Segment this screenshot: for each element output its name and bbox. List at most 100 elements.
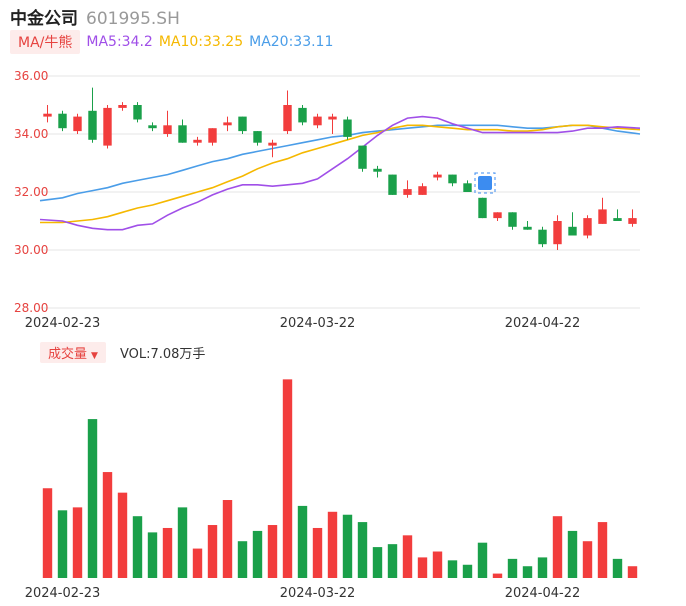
candle	[553, 215, 562, 250]
candle-body	[343, 119, 352, 137]
candle-body	[388, 174, 397, 195]
candle-body	[118, 105, 127, 108]
volume-bar	[237, 541, 248, 578]
candle	[568, 212, 577, 236]
price-tick-label: 30.00	[14, 243, 48, 257]
ma10-label: MA10:33.25	[158, 34, 244, 50]
volume-bar	[42, 488, 53, 578]
date-axis-bottom: 2024-02-23 2024-03-22 2024-04-22	[25, 586, 581, 601]
date-tick-label: 2024-03-22	[280, 586, 356, 601]
candle	[523, 221, 532, 230]
candle	[388, 174, 397, 195]
volume-bar	[432, 551, 443, 578]
candle-body	[358, 145, 367, 169]
candle-body	[268, 142, 277, 146]
candle-body	[43, 113, 52, 117]
candle-body	[298, 107, 307, 123]
volume-bar	[582, 541, 593, 578]
date-tick-label: 2024-04-22	[505, 586, 581, 601]
ma-legend: MA/牛熊 MA5:34.2 MA10:33.25 MA20:33.11	[10, 30, 333, 54]
candle	[268, 139, 277, 158]
volume-bar	[57, 510, 68, 578]
date-tick-label: 2024-02-23	[25, 316, 101, 331]
candle	[58, 110, 67, 132]
candle-body	[223, 122, 232, 126]
candle-body	[88, 110, 97, 140]
candle	[298, 105, 307, 126]
volume-bar	[72, 507, 83, 578]
candle	[358, 145, 367, 172]
candle	[448, 174, 457, 187]
volume-bar	[177, 507, 188, 578]
candle-body	[448, 174, 457, 184]
candle-body	[148, 125, 157, 129]
candle-body	[463, 183, 472, 192]
candle-body	[508, 212, 517, 227]
volume-bar	[207, 525, 218, 578]
volume-bar	[297, 505, 308, 578]
candle	[373, 165, 382, 178]
candle-body	[433, 174, 442, 178]
candle	[433, 171, 442, 181]
candle	[103, 105, 112, 149]
candle	[418, 183, 427, 195]
candle	[493, 212, 502, 221]
volume-bar	[567, 530, 578, 578]
candle-body	[493, 212, 502, 219]
candle	[403, 180, 412, 198]
candle	[538, 226, 547, 248]
volume-bar	[252, 530, 263, 578]
volume-bar	[522, 566, 533, 578]
candle-body	[178, 125, 187, 143]
volume-bar	[507, 558, 518, 578]
event-marker-icon	[474, 172, 496, 194]
volume-bar	[597, 522, 608, 578]
volume-bar	[477, 542, 488, 578]
ma-type-selector[interactable]: MA/牛熊	[10, 30, 81, 54]
price-tick-label: 34.00	[14, 127, 48, 141]
candle	[328, 113, 337, 134]
date-tick-label: 2024-02-23	[25, 586, 101, 601]
volume-bar	[537, 557, 548, 578]
caret-down-icon: ▼	[91, 350, 98, 361]
volume-bar	[357, 522, 368, 578]
candle-body	[523, 226, 532, 230]
candle-body	[193, 139, 202, 143]
candle-body	[328, 116, 337, 120]
volume-bar	[147, 532, 158, 578]
candle	[223, 116, 232, 132]
volume-bar	[402, 535, 413, 578]
candle-body	[373, 168, 382, 172]
stock-code: 601995.SH	[86, 9, 180, 29]
candle-body	[103, 107, 112, 146]
stock-name: 中金公司	[10, 9, 78, 29]
candle	[118, 102, 127, 111]
candle	[478, 197, 487, 219]
candle-body	[133, 105, 142, 120]
candle	[583, 215, 592, 239]
date-tick-label: 2024-03-22	[280, 316, 356, 331]
candle-body	[418, 186, 427, 195]
volume-bar	[342, 514, 353, 578]
candle-body	[253, 131, 262, 143]
indicator-selector[interactable]: 成交量 ▼	[40, 341, 106, 363]
candle-body	[628, 218, 637, 224]
price-axis: 36.00 34.00 32.00 30.00 28.00	[14, 69, 48, 315]
ma20-label: MA20:33.11	[249, 34, 334, 50]
candle	[463, 180, 472, 192]
volume-bar	[162, 527, 173, 578]
candle	[628, 209, 637, 227]
price-tick-label: 36.00	[14, 69, 48, 83]
volume-bar	[372, 547, 383, 578]
volume-bar	[327, 511, 338, 578]
indicator-selector-label: 成交量	[48, 346, 88, 362]
candle	[193, 136, 202, 146]
candle	[148, 122, 157, 132]
volume-bar	[102, 472, 113, 578]
candle-body	[208, 128, 217, 143]
volume-bar	[387, 544, 398, 578]
candle-body	[283, 105, 292, 132]
candle	[43, 105, 52, 123]
volume-bar	[552, 516, 563, 578]
